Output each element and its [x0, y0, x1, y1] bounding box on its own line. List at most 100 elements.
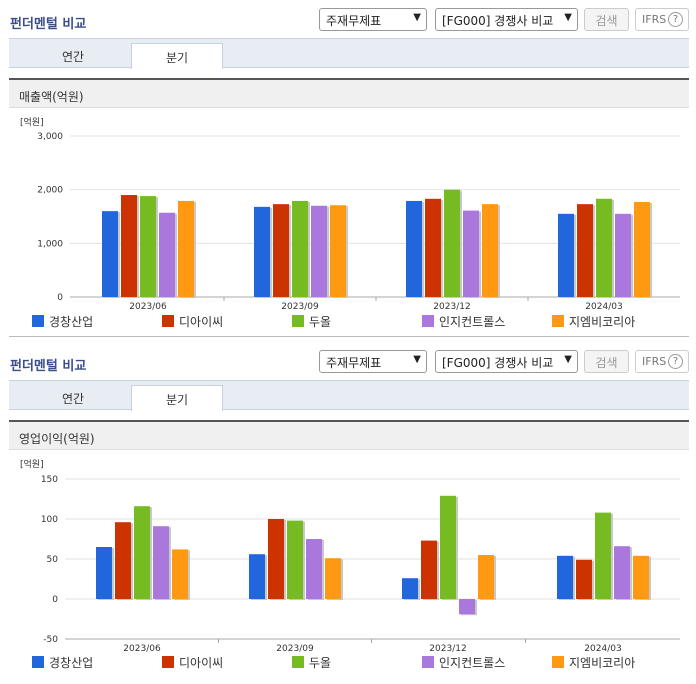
- legend-swatch: [422, 656, 434, 668]
- legend-swatch: [552, 315, 564, 327]
- bar: [268, 519, 284, 599]
- y-tick-label: 0: [52, 595, 58, 605]
- operating-income-chart: [억원] -50 0 50 100 150 2023/06 2023/09 2023/12 202…: [20, 458, 680, 654]
- y-tick-label: 2,000: [37, 186, 63, 196]
- bar: [558, 213, 574, 297]
- x-tick-label: 2023/12: [429, 644, 466, 654]
- bar: [596, 198, 612, 297]
- ifrs-label: IFRS: [642, 355, 667, 368]
- legend-item[interactable]: 디아이씨: [162, 313, 223, 330]
- bar: [557, 555, 573, 599]
- x-tick-label: 2024/03: [584, 644, 621, 654]
- legend-label: 경창산업: [49, 656, 94, 670]
- legend-label: 디아이씨: [179, 315, 224, 329]
- metric-label: 매출액(억원): [9, 78, 689, 108]
- bar: [577, 204, 593, 297]
- legend-item[interactable]: 두올: [292, 313, 331, 330]
- bar: [153, 526, 169, 599]
- bar: [406, 200, 422, 297]
- bar: [311, 205, 327, 297]
- legend-item[interactable]: 지엠비코리아: [552, 654, 635, 671]
- statement-select[interactable]: 주재무제표 ▼: [319, 350, 427, 373]
- peer-group-select[interactable]: [FG000] 경쟁사 비교 ▼: [435, 350, 578, 373]
- bar: [444, 189, 460, 297]
- bar: [463, 210, 479, 297]
- legend-swatch: [422, 315, 434, 327]
- legend-label: 두올: [309, 656, 332, 670]
- bar: [614, 546, 630, 599]
- legend-label: 두올: [309, 315, 332, 329]
- y-tick-label: -50: [43, 635, 58, 645]
- revenue-chart: [억원] 0 1,000 2,000 3,000 2023/06 2023/09 2023/1…: [20, 116, 680, 312]
- bar: [96, 547, 112, 599]
- chevron-down-icon: ▼: [564, 354, 572, 365]
- bar: [576, 559, 592, 599]
- period-tabs: 연간 분기: [9, 380, 689, 411]
- ifrs-help-button[interactable]: IFRS ?: [635, 8, 689, 31]
- legend-swatch: [552, 656, 564, 668]
- bar: [402, 578, 418, 599]
- legend-item[interactable]: 디아이씨: [162, 654, 223, 671]
- chevron-down-icon: ▼: [413, 12, 421, 23]
- legend-swatch: [162, 315, 174, 327]
- bar: [172, 549, 188, 599]
- legend-item[interactable]: 경창산업: [32, 654, 93, 671]
- y-tick-label: 100: [41, 515, 58, 525]
- tab-quarterly[interactable]: 분기: [131, 43, 223, 69]
- statement-select-value: 주재무제표: [326, 14, 382, 28]
- legend-item[interactable]: 지엠비코리아: [552, 313, 635, 330]
- ifrs-label: IFRS: [642, 13, 667, 26]
- bar: [273, 204, 289, 297]
- y-tick-label: 150: [41, 475, 58, 485]
- bar: [159, 212, 175, 297]
- panel-revenue: 펀더멘털 비교 주재무제표 ▼ [FG000] 경쟁사 비교 ▼ 검색 IFRS…: [0, 8, 696, 337]
- chart-legend: 경창산업 디아이씨 두올 인지컨트롤스 지엠비코리아: [0, 313, 696, 331]
- bar: [140, 196, 156, 297]
- bar: [482, 204, 498, 297]
- tab-annual[interactable]: 연간: [61, 392, 85, 406]
- legend-label: 인지컨트롤스: [439, 315, 506, 329]
- bar: [459, 599, 475, 615]
- ifrs-help-button[interactable]: IFRS ?: [635, 350, 689, 373]
- legend-swatch: [32, 656, 44, 668]
- bar: [330, 205, 346, 297]
- peer-group-select-value: [FG000] 경쟁사 비교: [442, 14, 554, 28]
- x-tick-label: 2023/12: [433, 302, 470, 312]
- statement-select[interactable]: 주재무제표 ▼: [319, 8, 427, 31]
- search-button[interactable]: 검색: [584, 350, 629, 373]
- bar: [615, 213, 631, 297]
- bar: [306, 539, 322, 599]
- bar: [134, 506, 150, 599]
- legend-label: 지엠비코리아: [569, 315, 636, 329]
- bar: [595, 512, 611, 599]
- y-axis-unit-label: [억원]: [20, 116, 44, 128]
- y-tick-label: 0: [57, 293, 63, 303]
- y-tick-label: 3,000: [37, 132, 63, 142]
- peer-group-select[interactable]: [FG000] 경쟁사 비교 ▼: [435, 8, 578, 31]
- legend-label: 인지컨트롤스: [439, 656, 506, 670]
- panel-title: 펀더멘털 비교: [10, 17, 87, 32]
- legend-swatch: [292, 315, 304, 327]
- legend-item[interactable]: 경창산업: [32, 313, 93, 330]
- tab-quarterly[interactable]: 분기: [131, 385, 223, 411]
- legend-swatch: [32, 315, 44, 327]
- bar: [102, 211, 118, 297]
- legend-item[interactable]: 인지컨트롤스: [422, 313, 505, 330]
- legend-label: 디아이씨: [179, 656, 224, 670]
- legend-item[interactable]: 두올: [292, 654, 331, 671]
- legend-swatch: [162, 656, 174, 668]
- bar: [325, 558, 341, 599]
- bar: [421, 540, 437, 599]
- bar: [121, 195, 137, 297]
- tab-annual[interactable]: 연간: [61, 50, 85, 64]
- legend-item[interactable]: 인지컨트롤스: [422, 654, 505, 671]
- x-tick-label: 2024/03: [585, 302, 622, 312]
- peer-group-select-value: [FG000] 경쟁사 비교: [442, 356, 554, 370]
- search-button[interactable]: 검색: [584, 8, 629, 31]
- legend-label: 경창산업: [49, 315, 94, 329]
- bar: [249, 554, 265, 599]
- x-tick-label: 2023/09: [276, 644, 314, 654]
- bar: [634, 202, 650, 297]
- metric-label: 영업이익(억원): [9, 420, 689, 450]
- bar: [178, 200, 194, 297]
